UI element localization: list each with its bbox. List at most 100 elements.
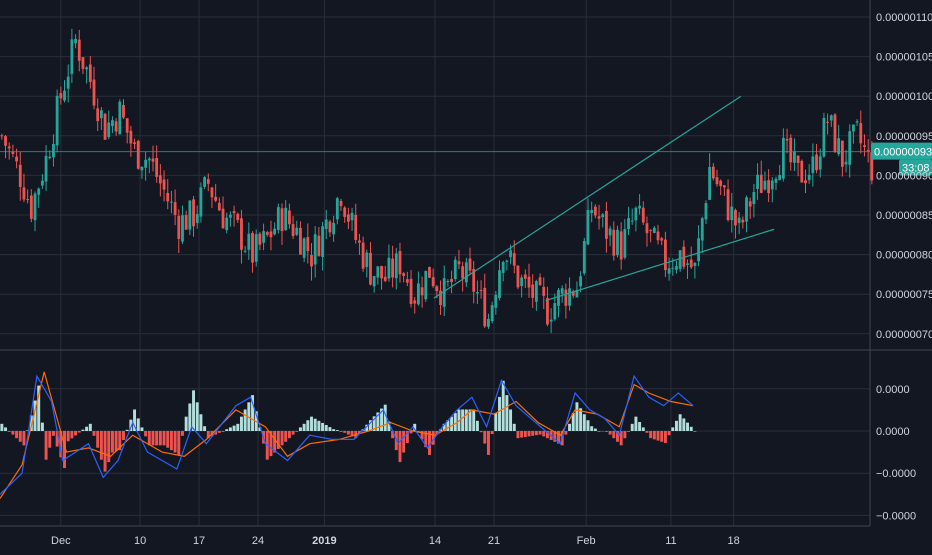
candle-body [870,152,874,181]
candle [586,198,590,246]
candle-body [656,231,660,241]
histogram-bar [276,431,280,449]
candle [700,216,704,253]
candle-body [590,209,594,214]
candle-body [299,227,302,255]
histogram-bar [656,431,660,441]
histogram-bar [391,431,395,439]
candle [232,205,236,227]
candle-body [284,207,288,231]
candle [597,204,601,230]
candle-body [273,228,277,235]
candle-body [111,120,114,127]
candle-body [759,174,763,193]
candle [258,231,262,251]
histogram-bar [604,431,608,432]
candle-body [527,276,531,288]
candle-body [203,177,206,187]
histogram-bar [431,431,435,445]
rising-trendline-shallow[interactable] [545,228,775,302]
candle [346,207,350,230]
candle [726,179,730,222]
candle [457,249,461,270]
candle-body [523,274,527,279]
candle [243,246,247,254]
histogram-bar [33,400,37,431]
histogram-bar [63,431,66,469]
macd-axis[interactable]: 0.0000 0.0000 −0.0000 −0.0000 [876,384,916,523]
candle [711,163,715,181]
candle [70,28,74,83]
candle-body [26,199,30,201]
candle [88,56,92,89]
candle-body [671,267,675,269]
candle-body [840,140,844,167]
candle [464,257,468,287]
candle-body [557,289,560,306]
candle [55,89,59,153]
candle [715,169,719,187]
candle [785,128,789,154]
histogram-bar [158,431,162,446]
candle [719,179,723,196]
candle-body [77,39,81,61]
candle [833,113,837,153]
candle-body [435,286,439,292]
histogram-bar [435,431,439,435]
candle [166,179,170,210]
candle [516,264,520,290]
histogram-bar [671,427,675,431]
candle [844,150,848,173]
candle-body [597,216,601,219]
candle-body [682,246,686,267]
candle-body [542,286,546,296]
candle-body [151,158,155,162]
candle [328,219,332,237]
histogram-bar [66,431,70,442]
candle [170,190,173,214]
histogram-bar [689,426,693,431]
histogram-bar [332,429,336,431]
time-axis[interactable]: Dec 10 17 24 2019 14 21 Feb 11 18 [51,535,740,547]
candle [487,313,490,329]
candle-body [254,234,258,262]
candle-body [564,289,568,306]
candle-body [700,218,704,241]
price-axis[interactable]: 0.00000110 0.00000105 0.00000100 0.00000095… [876,12,932,341]
candle-body [280,208,284,232]
histogram-bar [29,415,33,431]
candle [763,171,767,191]
candle [310,243,313,281]
candle [722,184,726,197]
candle-body [509,250,512,258]
histogram-bar [232,425,236,431]
histogram-bar [453,413,457,431]
histogram-bar [490,431,494,434]
candle [37,187,41,208]
candle-body [428,266,431,278]
candle [380,265,383,290]
histogram-bar [534,431,538,436]
candle [704,200,708,225]
candle-body [468,258,472,271]
candle-body [571,291,575,296]
candle [431,268,435,288]
candle [424,270,428,302]
histogram-bar [509,409,513,431]
candle-body [490,305,494,322]
candle [855,119,859,127]
rising-trendline-steep[interactable] [433,95,742,299]
candle [18,151,22,201]
candle [81,57,85,75]
candle [557,287,560,318]
candle-body [236,213,240,221]
candle-body [848,131,852,165]
histogram-bar [498,396,501,431]
histogram-bar [125,429,129,431]
histogram-bar [335,430,339,431]
price-tick-label: 0.00000080 [876,250,932,262]
candle-body [243,250,247,252]
candle-body [785,138,789,141]
